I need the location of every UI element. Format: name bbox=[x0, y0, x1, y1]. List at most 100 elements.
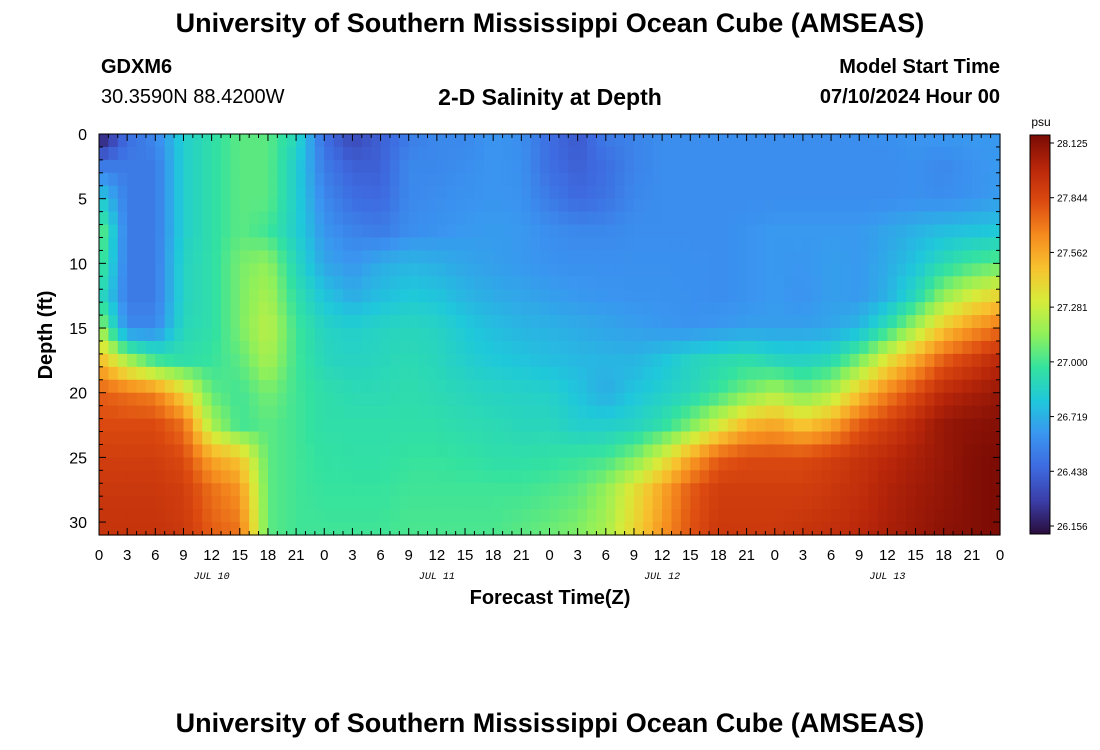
heatmap-cell bbox=[709, 470, 720, 484]
heatmap-cell bbox=[943, 302, 954, 316]
heatmap-cell bbox=[821, 496, 832, 510]
heatmap-cell bbox=[174, 224, 185, 239]
heatmap-cell bbox=[399, 146, 410, 161]
heatmap-cell bbox=[624, 263, 635, 277]
x-axis-label: Forecast Time(Z) bbox=[470, 587, 631, 609]
heatmap-cell bbox=[793, 328, 804, 342]
heatmap-cell bbox=[849, 185, 860, 200]
heatmap-cell bbox=[511, 211, 522, 226]
heatmap-cell bbox=[981, 263, 992, 277]
heatmap-cell bbox=[249, 379, 260, 394]
heatmap-cell bbox=[596, 211, 607, 226]
heatmap-cell bbox=[465, 418, 476, 433]
x-tick-label: 0 bbox=[320, 547, 328, 564]
heatmap-cell bbox=[652, 470, 663, 484]
heatmap-cell bbox=[511, 250, 522, 264]
heatmap-cell bbox=[343, 198, 354, 213]
heatmap-cell bbox=[812, 431, 823, 446]
heatmap-cell bbox=[418, 276, 429, 290]
heatmap-cell bbox=[249, 431, 260, 446]
heatmap-cell bbox=[934, 392, 945, 407]
heatmap-cell bbox=[483, 250, 494, 264]
heatmap-cell bbox=[117, 134, 128, 148]
heatmap-cell bbox=[690, 431, 701, 446]
heatmap-cell bbox=[474, 522, 485, 536]
heatmap-cell bbox=[399, 224, 410, 239]
heatmap-cell bbox=[652, 340, 663, 355]
heatmap-cell bbox=[906, 328, 917, 342]
heatmap-cell bbox=[924, 366, 935, 381]
heatmap-cell bbox=[249, 392, 260, 407]
heatmap-cell bbox=[690, 224, 701, 239]
heatmap-cell bbox=[211, 134, 222, 148]
x-tick-label: 0 bbox=[545, 547, 553, 564]
heatmap-cell bbox=[474, 496, 485, 510]
heatmap-cell bbox=[596, 315, 607, 329]
heatmap-cell bbox=[643, 302, 654, 316]
heatmap-cell bbox=[99, 418, 109, 433]
heatmap-cell bbox=[868, 340, 879, 355]
heatmap-cell bbox=[277, 289, 288, 303]
heatmap-cell bbox=[859, 509, 870, 523]
heatmap-cell bbox=[784, 328, 795, 342]
heatmap-cell bbox=[558, 159, 569, 174]
heatmap-cell bbox=[343, 418, 354, 433]
heatmap-cell bbox=[962, 457, 973, 471]
heatmap-cell bbox=[192, 340, 203, 355]
heatmap-cell bbox=[174, 483, 185, 497]
heatmap-cell bbox=[793, 431, 804, 446]
heatmap-cell bbox=[249, 496, 260, 510]
heatmap-cell bbox=[277, 470, 288, 484]
heatmap-cell bbox=[108, 431, 119, 446]
heatmap-cell bbox=[587, 392, 598, 407]
heatmap-cell bbox=[352, 470, 363, 484]
heatmap-cell bbox=[155, 392, 166, 407]
heatmap-cell bbox=[746, 392, 757, 407]
heatmap-cell bbox=[540, 444, 551, 458]
heatmap-cell bbox=[643, 146, 654, 161]
heatmap-cell bbox=[596, 496, 607, 510]
heatmap-cell bbox=[953, 418, 964, 433]
heatmap-cell bbox=[755, 392, 766, 407]
heatmap-cell bbox=[136, 328, 147, 342]
heatmap-cell bbox=[746, 522, 757, 536]
heatmap-cell bbox=[352, 340, 363, 355]
heatmap-cell bbox=[164, 198, 175, 213]
heatmap-cell bbox=[887, 444, 898, 458]
heatmap-cell bbox=[174, 276, 185, 290]
heatmap-cell bbox=[418, 146, 429, 161]
heatmap-cell bbox=[239, 418, 250, 433]
heatmap-cell bbox=[192, 289, 203, 303]
x-tick-label: 15 bbox=[907, 547, 924, 564]
heatmap-cell bbox=[192, 159, 203, 174]
heatmap-cell bbox=[558, 263, 569, 277]
heatmap-cell bbox=[99, 185, 109, 200]
heatmap-cell bbox=[802, 340, 813, 355]
heatmap-cell bbox=[521, 172, 532, 187]
heatmap-cell bbox=[784, 146, 795, 161]
x-tick-label: 6 bbox=[602, 547, 610, 564]
heatmap-cell bbox=[221, 444, 231, 458]
heatmap-cell bbox=[455, 353, 466, 368]
heatmap-cell bbox=[314, 353, 325, 368]
heatmap-cell bbox=[587, 146, 598, 161]
heatmap-cell bbox=[774, 302, 785, 316]
heatmap-cell bbox=[877, 470, 888, 484]
heatmap-cell bbox=[577, 483, 588, 497]
heatmap-cell bbox=[549, 289, 560, 303]
heatmap-cell bbox=[868, 185, 879, 200]
heatmap-cell bbox=[915, 405, 926, 420]
heatmap-cell bbox=[831, 159, 842, 174]
heatmap-cell bbox=[962, 224, 973, 239]
heatmap-cell bbox=[408, 496, 419, 510]
x-tick-label: 0 bbox=[771, 547, 779, 564]
heatmap-cell bbox=[662, 483, 673, 497]
heatmap-cell bbox=[493, 457, 504, 471]
heatmap-cell bbox=[943, 211, 954, 226]
heatmap-cell bbox=[371, 353, 382, 368]
heatmap-cell bbox=[812, 340, 823, 355]
heatmap-cell bbox=[718, 431, 729, 446]
heatmap-cell bbox=[296, 134, 307, 148]
heatmap-cell bbox=[389, 172, 400, 187]
heatmap-cell bbox=[746, 457, 757, 471]
